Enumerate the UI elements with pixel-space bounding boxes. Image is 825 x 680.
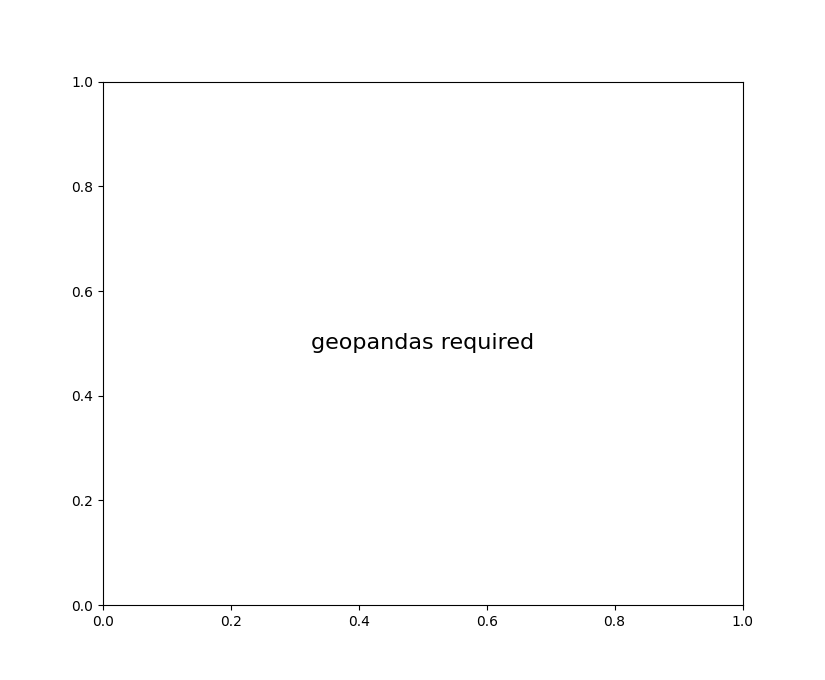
Text: geopandas required: geopandas required xyxy=(311,333,535,354)
